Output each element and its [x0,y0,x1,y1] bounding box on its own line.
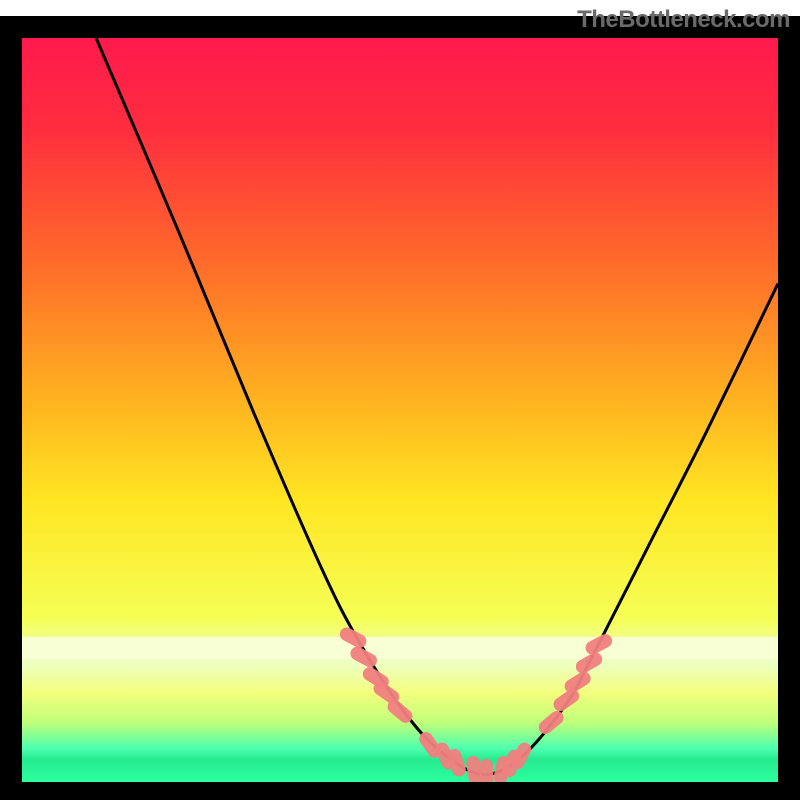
bottleneck-chart [0,0,800,800]
chart-container: TheBottleneck.com [0,0,800,800]
highlight-band [22,637,778,659]
gradient-background [22,38,778,782]
watermark-text: TheBottleneck.com [577,6,790,34]
